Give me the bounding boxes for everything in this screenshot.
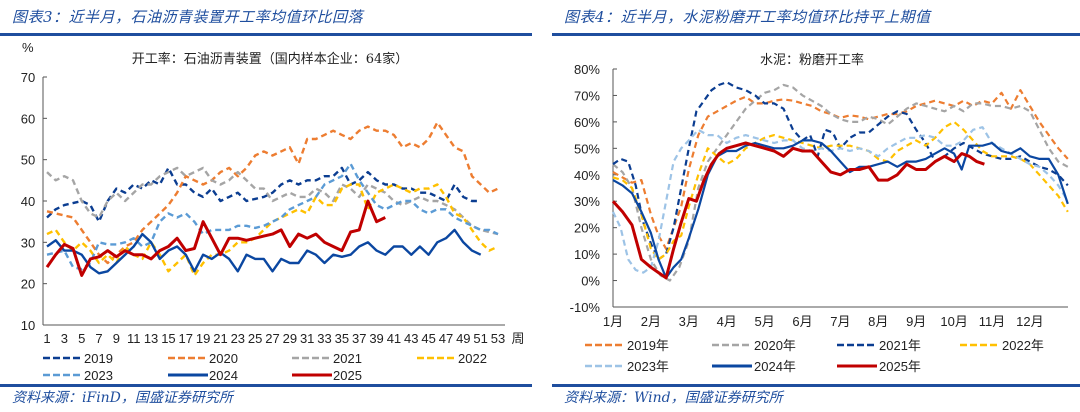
x-tick-label: 45 bbox=[421, 331, 435, 346]
x-tick-label: 15 bbox=[161, 331, 175, 346]
legend-label-2023: 2023 bbox=[84, 368, 113, 383]
x-tick-label: 21 bbox=[213, 331, 227, 346]
y-tick-label: 10 bbox=[21, 318, 35, 333]
x-tick-label: 3 bbox=[61, 331, 68, 346]
source-rule bbox=[0, 384, 532, 387]
x-tick-label: 29 bbox=[283, 331, 297, 346]
x-tick-label: 51 bbox=[473, 331, 487, 346]
x-tick-label: 47 bbox=[439, 331, 453, 346]
x-tick-label: 9 bbox=[113, 331, 120, 346]
y-tick-label: 30% bbox=[574, 194, 600, 209]
y-tick-label: 0% bbox=[581, 274, 600, 289]
source-note: 资料来源：Wind，国盛证券研究所 bbox=[564, 390, 783, 406]
legend-label-2021: 2021年 bbox=[879, 338, 921, 353]
x-tick-label: 1月 bbox=[603, 314, 623, 329]
x-tick-label: 13 bbox=[144, 331, 158, 346]
legend-label-2024: 2024年 bbox=[754, 359, 796, 374]
x-tick-label: 2月 bbox=[641, 314, 661, 329]
x-tick-label: 17 bbox=[179, 331, 193, 346]
series-line-2025 bbox=[611, 141, 985, 280]
x-tick-label: 37 bbox=[352, 331, 366, 346]
legend-label-2022: 2022年 bbox=[1002, 338, 1044, 353]
x-tick-label: 9月 bbox=[906, 314, 926, 329]
y-tick-label: 10% bbox=[574, 247, 600, 262]
y-tick-label: 30 bbox=[21, 235, 35, 250]
x-tick-label: 53 bbox=[491, 331, 505, 346]
y-tick-label: 50% bbox=[574, 141, 600, 156]
source-rule bbox=[552, 384, 1080, 387]
legend-label-2020: 2020年 bbox=[754, 338, 796, 353]
figure-title: 图表3：近半月，石油沥青装置开工率均值环比回落 bbox=[12, 8, 364, 26]
series-line-2021 bbox=[46, 166, 499, 236]
y-tick-label: -10% bbox=[570, 300, 601, 315]
title-rule bbox=[552, 33, 1080, 36]
x-tick-label: 11 bbox=[127, 331, 141, 346]
legend-label-2025: 2025 bbox=[333, 368, 362, 383]
legend-label-2021: 2021 bbox=[333, 351, 362, 366]
x-tick-label: 41 bbox=[387, 331, 401, 346]
chart-subtitle: 水泥：粉磨开工率 bbox=[760, 52, 864, 68]
x-tick-label: 25 bbox=[248, 331, 262, 346]
x-tick-label: 35 bbox=[335, 331, 349, 346]
y-tick-label: 60% bbox=[574, 115, 600, 130]
y-tick-label: 50 bbox=[21, 153, 35, 168]
series-line-2024 bbox=[46, 228, 482, 275]
x-tick-label: 4月 bbox=[717, 314, 737, 329]
x-tick-label: 31 bbox=[300, 331, 314, 346]
x-tick-label: 27 bbox=[265, 331, 279, 346]
legend-label-2019: 2019年 bbox=[627, 338, 669, 353]
x-tick-label: 43 bbox=[404, 331, 418, 346]
x-tick-label: 5月 bbox=[754, 314, 774, 329]
legend-label-2022: 2022 bbox=[458, 351, 487, 366]
y-tick-label: 60 bbox=[21, 111, 35, 126]
legend-label-2024: 2024 bbox=[209, 368, 238, 383]
x-axis-unit: 周 bbox=[511, 331, 524, 346]
x-tick-label: 49 bbox=[456, 331, 470, 346]
y-axis-unit: % bbox=[22, 40, 34, 55]
x-tick-label: 6月 bbox=[792, 314, 812, 329]
panel-cement: 图表4：近半月，水泥粉磨开工率均值环比持平上期值 水泥：粉磨开工率 -10% 0% 1… bbox=[540, 0, 1080, 412]
y-tick-label: 40 bbox=[21, 194, 35, 209]
x-tick-label: 23 bbox=[231, 331, 245, 346]
legend-label-2019: 2019 bbox=[84, 351, 113, 366]
x-tick-label: 12月 bbox=[1016, 314, 1043, 329]
x-tick-label: 33 bbox=[317, 331, 331, 346]
x-tick-label: 7 bbox=[95, 331, 102, 346]
y-tick-label: 40% bbox=[574, 168, 600, 183]
y-tick-label: 80% bbox=[574, 62, 600, 77]
series-line-2023 bbox=[46, 162, 499, 271]
x-tick-label: 39 bbox=[369, 331, 383, 346]
series-line-2020 bbox=[46, 121, 499, 265]
x-tick-label: 11月 bbox=[979, 314, 1006, 329]
legend-label-2025: 2025年 bbox=[879, 359, 921, 374]
series-line-2025 bbox=[45, 199, 386, 277]
x-tick-label: 10月 bbox=[940, 314, 967, 329]
x-tick-label: 8月 bbox=[868, 314, 888, 329]
y-tick-label: 70 bbox=[21, 70, 35, 85]
series-line-2019 bbox=[46, 166, 481, 223]
x-tick-label: 3月 bbox=[679, 314, 699, 329]
x-tick-label: 19 bbox=[196, 331, 210, 346]
y-tick-label: 70% bbox=[574, 88, 600, 103]
x-tick-label: 1 bbox=[43, 331, 50, 346]
legend-label-2023: 2023年 bbox=[627, 359, 669, 374]
panel-asphalt: 图表3：近半月，石油沥青装置开工率均值环比回落 % 开工率：石油沥青装置（国内样本… bbox=[0, 8, 532, 406]
source-note: 资料来源：iFinD，国盛证券研究所 bbox=[12, 390, 233, 406]
chart-subtitle: 开工率：石油沥青装置（国内样本企业：64家） bbox=[132, 51, 409, 67]
y-tick-label: 20% bbox=[574, 221, 600, 236]
figure-title: 图表4：近半月，水泥粉磨开工率均值环比持平上期值 bbox=[564, 8, 931, 26]
cement-grinding-rate-chart: 水泥：粉磨开工率 -10% 0% 10% 20% 30% 40% 50% 60% 70% 80% 1月… bbox=[570, 52, 1069, 374]
legend-label-2020: 2020 bbox=[209, 351, 238, 366]
series-line-2021 bbox=[612, 81, 1069, 261]
title-rule bbox=[0, 33, 532, 36]
series-line-2024 bbox=[612, 139, 1069, 279]
x-tick-label: 7月 bbox=[830, 314, 850, 329]
series-line-2022 bbox=[46, 183, 499, 277]
y-tick-label: 20 bbox=[21, 277, 35, 292]
x-tick-label: 5 bbox=[78, 331, 85, 346]
